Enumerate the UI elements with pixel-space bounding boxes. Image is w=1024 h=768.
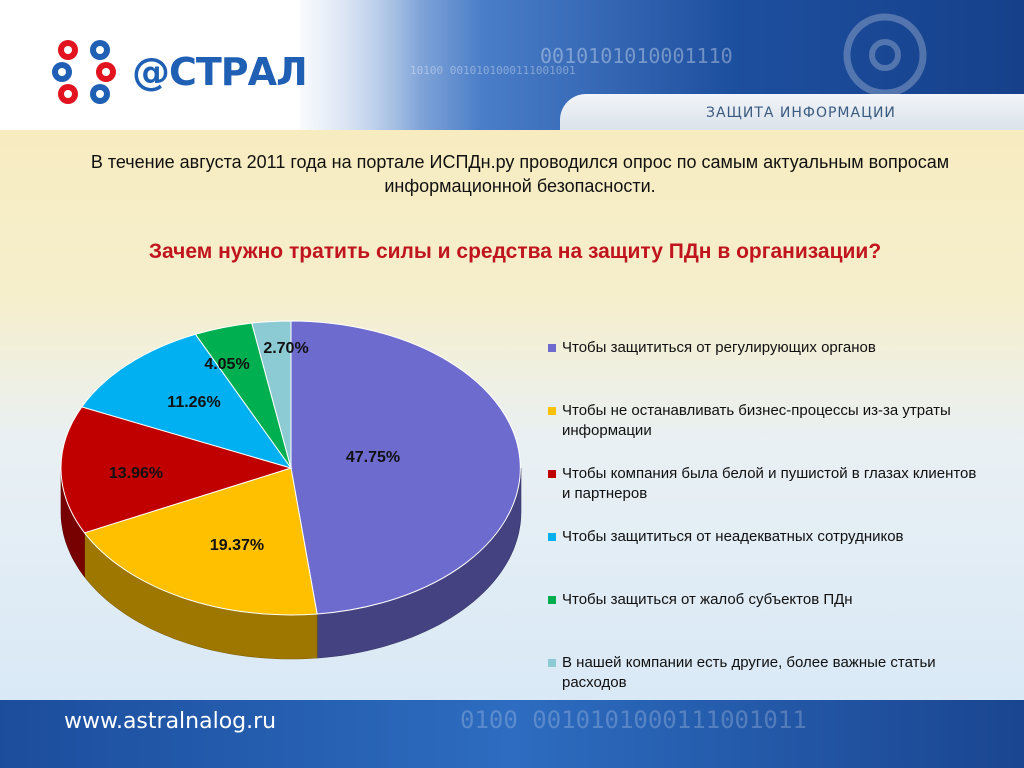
legend-item-other-expenses: В нашей компании есть другие, более важн… (548, 653, 988, 693)
data-label-regulators: 47.75% (346, 449, 400, 466)
footer: 0100 0010101000111001011 www.astralnalog… (0, 700, 1024, 768)
pie-slice-employees (80, 333, 293, 469)
legend-swatch (548, 533, 556, 541)
legend-swatch (548, 470, 556, 478)
astral-logo-icon (48, 36, 120, 108)
pie-chart: 47.75% 19.37% 13.96% 11.26% 4.05% 2.70% (60, 320, 522, 660)
binary-decoration-mid: 10100 0010101000111001001 (410, 64, 576, 77)
legend-item-reputation: Чтобы компания была белой и пушистой в г… (548, 464, 988, 504)
legend-label: Чтобы компания была белой и пушистой в г… (562, 465, 977, 502)
website-url: www.astralnalog.ru (64, 709, 277, 734)
pie-slice-reputation (60, 406, 293, 534)
data-label-other-expenses: 2.70% (263, 340, 308, 357)
legend-item-regulators: Чтобы защититься от регулирующих органов (548, 338, 988, 358)
pie-slice-other-expenses (251, 320, 292, 469)
data-label-reputation: 13.96% (109, 465, 163, 482)
data-label-employees: 11.26% (167, 394, 220, 411)
legend-swatch (548, 407, 556, 415)
legend-label: В нашей компании есть другие, более важн… (562, 654, 936, 691)
intro-text: В течение августа 2011 года на портале И… (90, 152, 950, 196)
header-banner: 0010101010001110 10100 00101010001110010… (240, 0, 1024, 130)
brand-name: @СТРАЛ (132, 50, 308, 94)
legend-item-complaints: Чтобы защиться от жалоб субъектов ПДн (548, 590, 988, 610)
pie-slice-regulators (290, 320, 521, 615)
binary-decoration-footer: 0100 0010101000111001011 (460, 706, 807, 734)
data-label-complaints: 4.05% (204, 356, 249, 373)
tagline: ЗАЩИТА ИНФОРМАЦИИ (706, 105, 896, 121)
legend-swatch (548, 596, 556, 604)
header-tab: ЗАЩИТА ИНФОРМАЦИИ (560, 94, 1024, 130)
binary-decoration-top: 0010101010001110 (540, 44, 733, 68)
question-title: Зачем нужно тратить силы и средства на з… (148, 240, 882, 263)
legend-swatch (548, 659, 556, 667)
legend-label: Чтобы защититься от регулирующих органов (562, 339, 876, 356)
legend-item-business-processes: Чтобы не останавливать бизнес-процессы и… (548, 401, 988, 441)
header: 0010101010001110 10100 00101010001110010… (0, 0, 1024, 130)
at-sign-icon (843, 13, 927, 97)
data-label-business-processes: 19.37% (210, 537, 264, 554)
legend-label: Чтобы защититься от неадекватных сотрудн… (562, 528, 904, 545)
legend-label: Чтобы не останавливать бизнес-процессы и… (562, 402, 951, 439)
legend-label: Чтобы защиться от жалоб субъектов ПДн (562, 591, 853, 608)
legend-item-employees: Чтобы защититься от неадекватных сотрудн… (548, 527, 988, 547)
legend-swatch (548, 344, 556, 352)
pie-slice-business-processes (83, 467, 318, 616)
